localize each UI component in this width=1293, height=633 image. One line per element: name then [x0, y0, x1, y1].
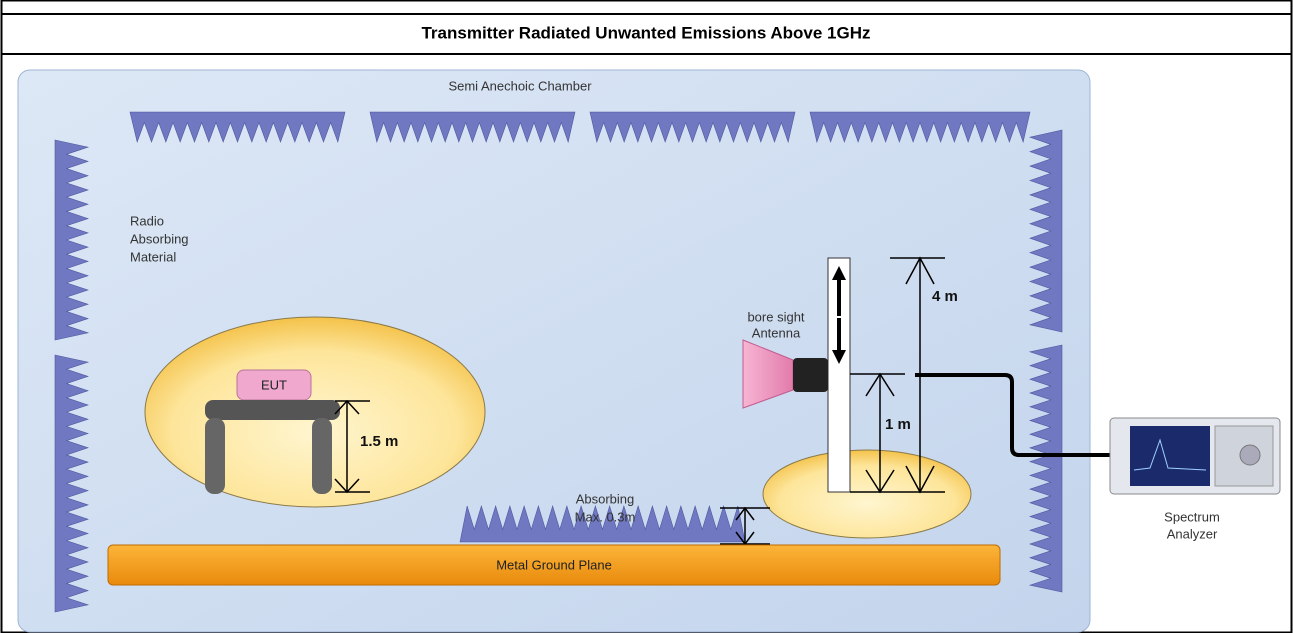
absorber — [459, 504, 746, 543]
absorber — [54, 139, 90, 341]
eut-label: EUT — [261, 377, 287, 392]
absorber — [589, 111, 796, 144]
antenna-zone — [762, 449, 972, 539]
antenna-label: Antenna — [752, 325, 801, 340]
absorber-label: Absorbing — [130, 231, 189, 246]
floor-absorber-label: Max. 0.3m — [575, 509, 636, 524]
floor-absorber-label: Absorbing — [576, 491, 635, 506]
mast-arrows — [832, 266, 846, 364]
analyzer-knob — [1239, 444, 1261, 466]
absorber-label: Material — [130, 249, 176, 264]
table-top — [205, 400, 340, 420]
absorber — [1028, 344, 1063, 593]
absorber — [369, 111, 576, 144]
table-leg — [312, 418, 332, 494]
table-leg — [205, 418, 225, 494]
header-title: Transmitter Radiated Unwanted Emissions … — [421, 23, 870, 42]
analyzer-screen — [1130, 426, 1210, 486]
cable — [915, 373, 1110, 457]
absorber — [809, 111, 1031, 144]
absorbers — [54, 111, 1063, 613]
ground-plane — [107, 544, 1001, 586]
eut-height-dim — [334, 399, 370, 494]
absorber — [54, 354, 90, 613]
eut-height: 1.5 m — [360, 433, 398, 450]
chamber-label: Semi Anechoic Chamber — [448, 78, 592, 93]
mast-min: 1 m — [885, 416, 911, 433]
absorber — [129, 111, 346, 144]
absorber-label: Radio — [130, 213, 164, 228]
absorber — [1028, 129, 1063, 333]
antenna-mount — [793, 358, 828, 392]
analyzer-label: Spectrum — [1164, 509, 1220, 524]
ground-plane-label: Metal Ground Plane — [496, 557, 612, 572]
mast-max: 4 m — [932, 288, 958, 305]
antenna-label: bore sight — [747, 309, 804, 324]
antenna-horn — [742, 339, 794, 409]
analyzer-label: Analyzer — [1167, 526, 1218, 541]
analyzer-trace — [1133, 438, 1207, 471]
